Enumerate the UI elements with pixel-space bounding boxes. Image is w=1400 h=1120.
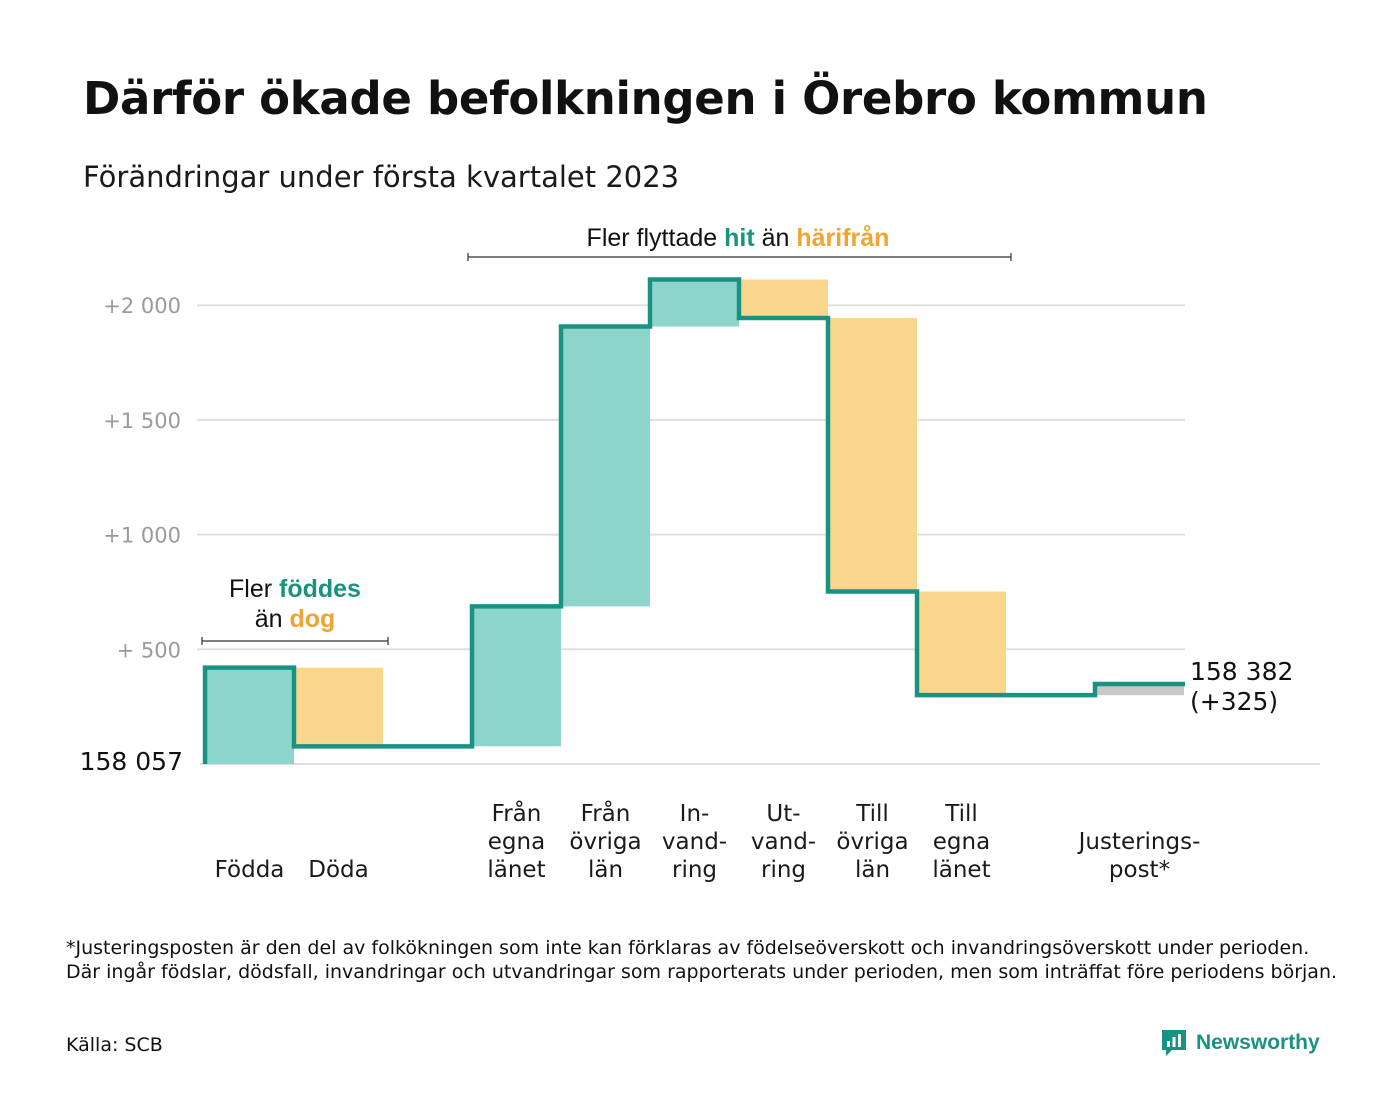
- annotation-plain-text: Fler: [229, 575, 279, 603]
- y-tick-label: +1 000: [103, 524, 181, 548]
- annotation-teal-text: föddes: [279, 575, 361, 603]
- category-label: Till: [944, 801, 978, 827]
- category-label: Döda: [308, 857, 368, 883]
- category-label: Från: [492, 799, 542, 827]
- category-label: länet: [932, 857, 990, 883]
- category-label: Till: [855, 801, 889, 827]
- category-label: Från: [581, 799, 631, 827]
- annotation-line: Fler flyttade hit än härifrån: [587, 224, 890, 252]
- category-label: övriga: [569, 829, 641, 855]
- brand-name: Newsworthy: [1196, 1031, 1320, 1054]
- bar-in: [205, 667, 294, 764]
- end-change-label: (+325): [1190, 687, 1278, 716]
- category-label: egna: [933, 829, 990, 855]
- newsworthy-logo-icon: [1162, 1030, 1186, 1056]
- annotation-plain-text: Fler flyttade: [587, 224, 725, 252]
- category-label: egna: [488, 829, 545, 855]
- category-label: länet: [487, 857, 545, 883]
- annotation-orange-text: härifrån: [796, 224, 889, 252]
- annotation-plain-text: än: [255, 605, 290, 633]
- category-labels-group: Födda DödaFrånegnalänetFrånövrigalänIn-va…: [215, 799, 1201, 883]
- annotation-plain-text: än: [755, 224, 797, 252]
- category-label: övriga: [836, 829, 908, 855]
- bar-out: [294, 667, 383, 747]
- y-tick-label: +1 500: [103, 409, 181, 433]
- bar-in: [650, 279, 739, 327]
- bar-out: [828, 318, 917, 592]
- category-label: län: [855, 857, 890, 883]
- category-label: post*: [1109, 857, 1170, 883]
- category-label: Justerings-: [1077, 829, 1201, 855]
- y-tick-label: +2 000: [103, 294, 181, 318]
- bar-in: [561, 326, 650, 607]
- annotation-line: Fler föddes: [229, 575, 361, 603]
- category-label: Födda: [215, 857, 285, 883]
- bar-out: [917, 591, 1006, 696]
- bar-adjustment: [1095, 683, 1184, 696]
- chart-subtitle: Förändringar under första kvartalet 2023: [83, 160, 680, 194]
- baseline-value-label: 158 057: [80, 747, 183, 776]
- annotation-line: än dog: [255, 605, 336, 633]
- category-label: län: [588, 857, 623, 883]
- bar-in: [472, 606, 561, 747]
- annotation-orange-text: dog: [289, 605, 335, 633]
- category-label: vand-: [662, 829, 727, 855]
- category-label: vand-: [751, 829, 816, 855]
- footnote: *Justeringsposten är den del av folkökni…: [66, 937, 1338, 983]
- cumulative-step-line: [202, 277, 1185, 764]
- category-label: ring: [672, 857, 717, 883]
- bar-out: [739, 279, 828, 319]
- category-label: In-: [680, 801, 710, 827]
- source-label: Källa: SCB: [66, 1034, 163, 1056]
- annotation-teal-text: hit: [724, 224, 755, 252]
- brand[interactable]: Newsworthy: [1160, 1028, 1320, 1058]
- annotation-migration: Fler flyttade hit än härifrån: [467, 224, 1012, 261]
- category-label: ring: [761, 857, 806, 883]
- end-value-label: 158 382: [1190, 657, 1293, 686]
- category-label: Ut-: [766, 801, 800, 827]
- y-tick-label: + 500: [117, 638, 181, 662]
- chart-title: Därför ökade befolkningen i Örebro kommu…: [83, 72, 1208, 125]
